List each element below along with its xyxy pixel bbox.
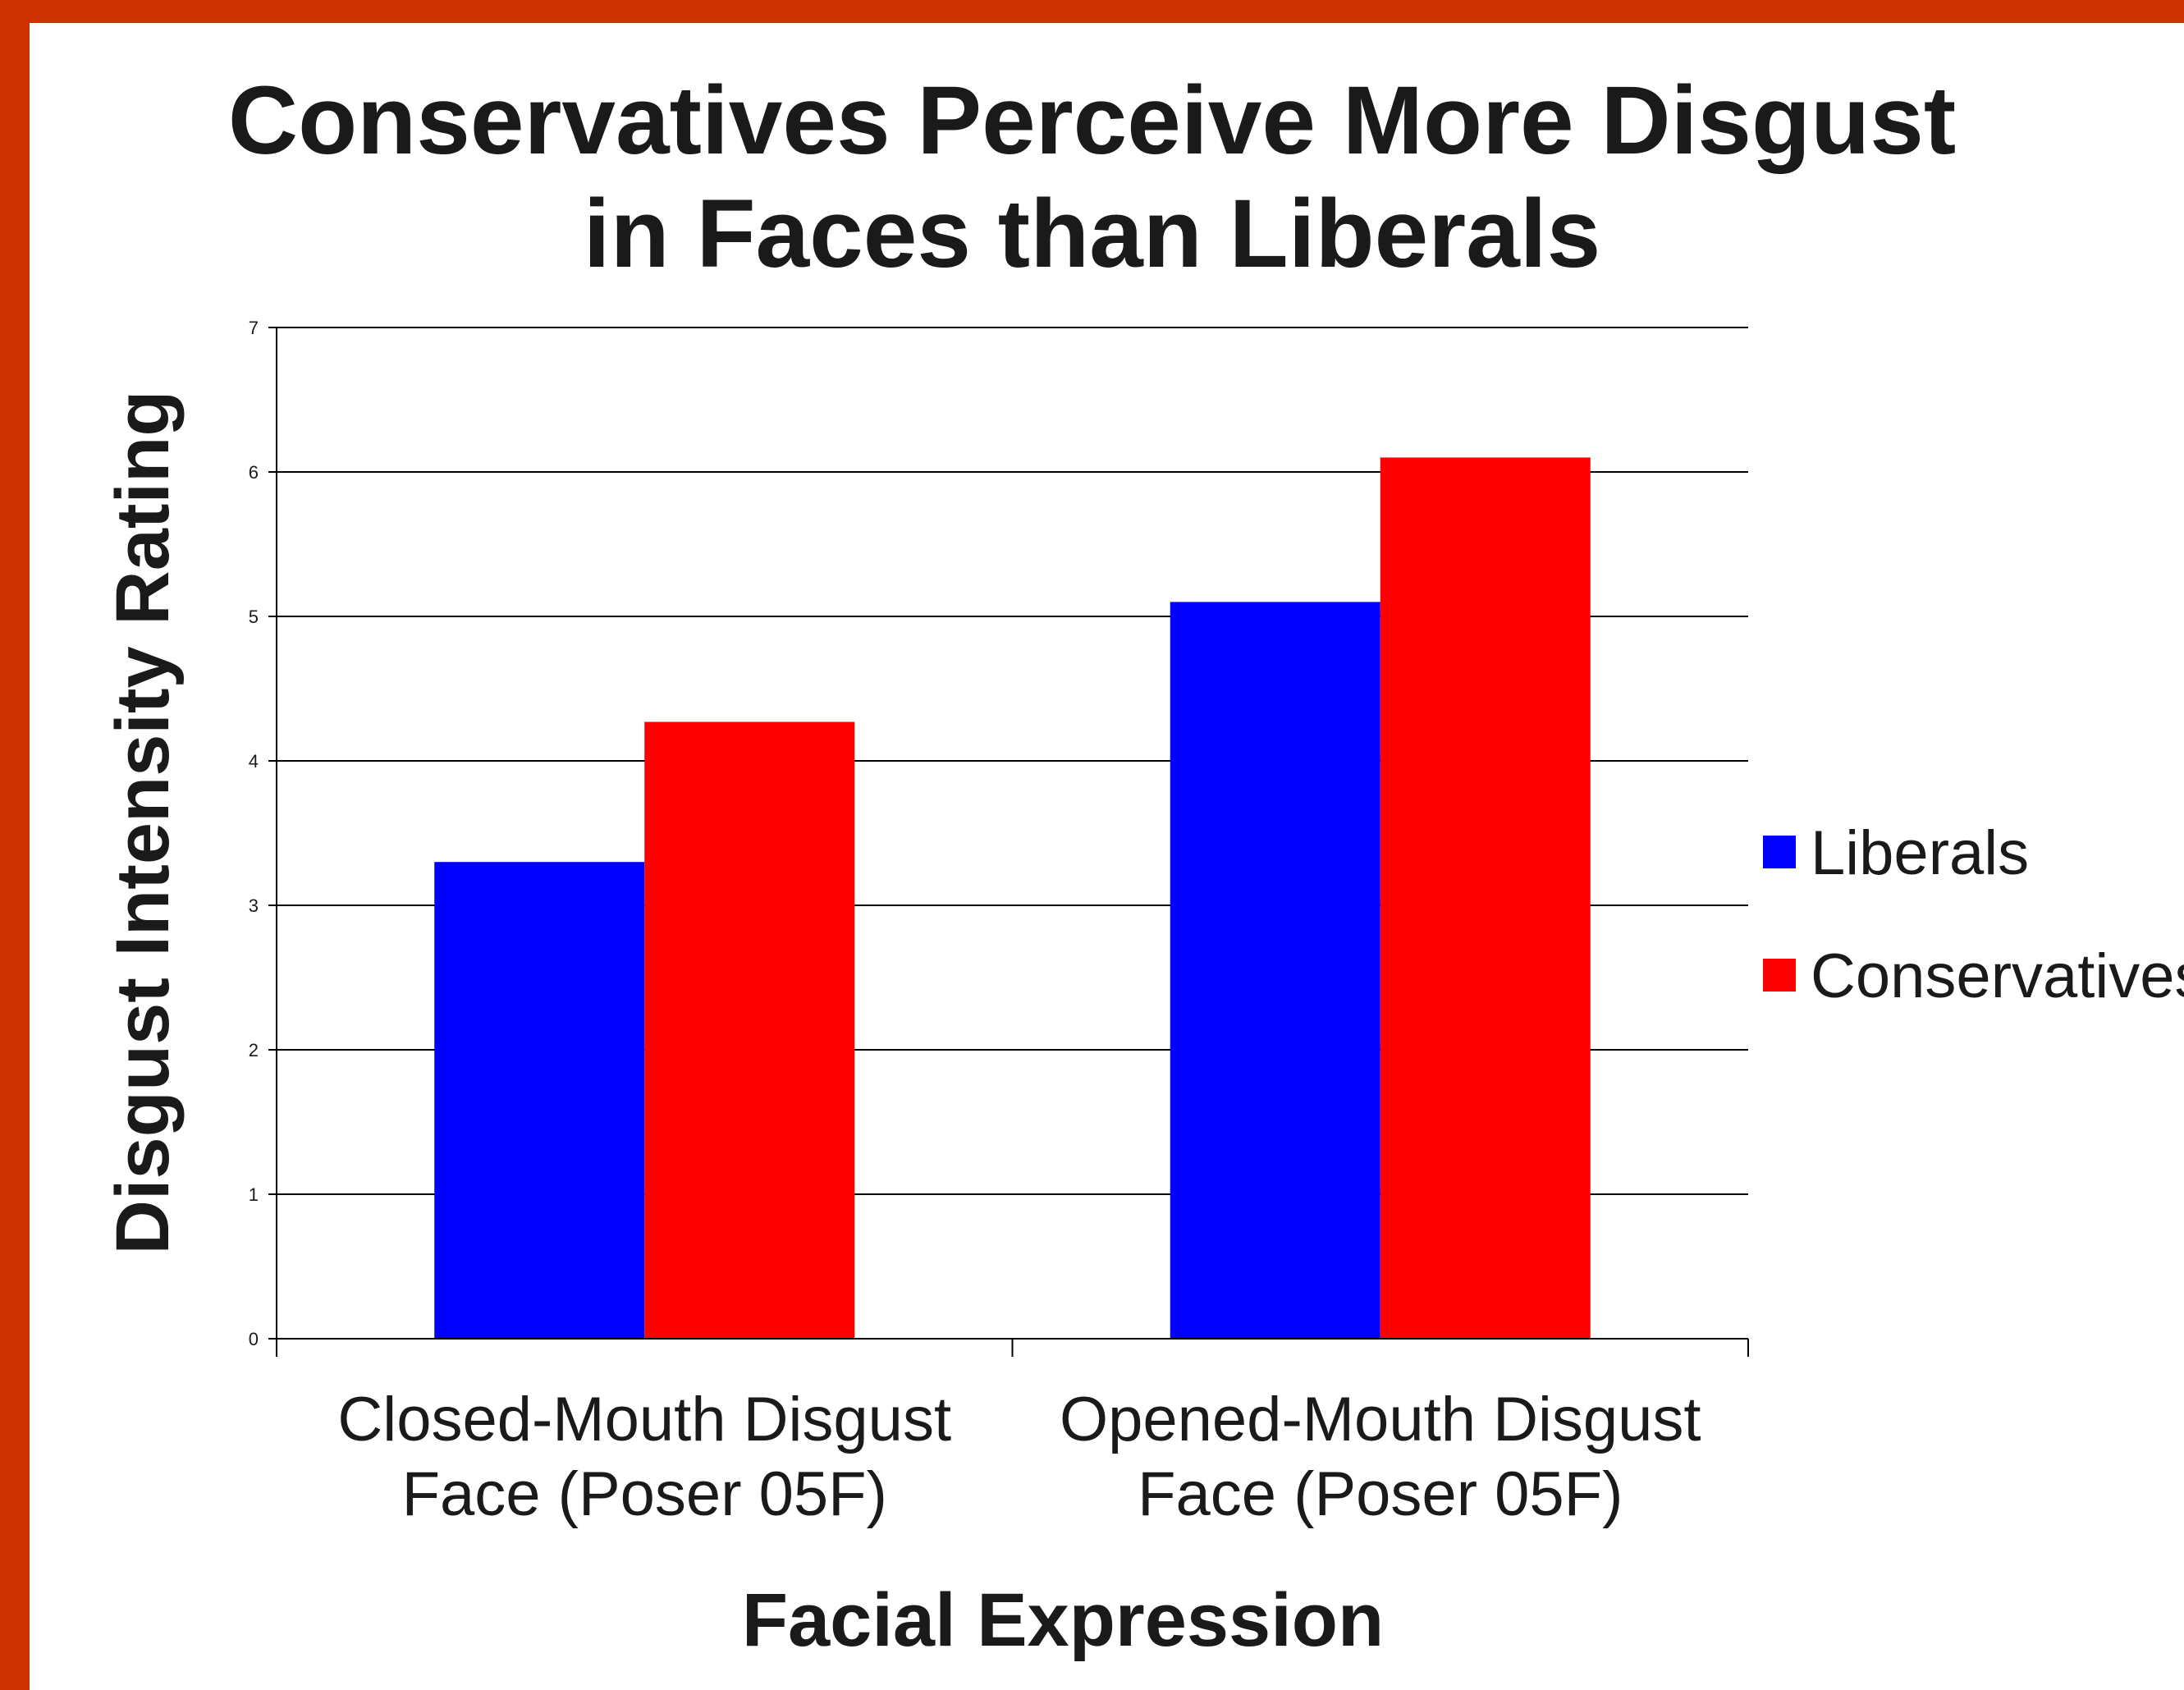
y-tick-label: 0 [249,1329,259,1349]
y-tick-label: 3 [249,895,259,916]
x-category-label: Face (Poser 05F) [1138,1459,1623,1529]
x-category-label: Opened-Mouth Disgust [1060,1385,1701,1454]
axes [276,327,1749,1357]
slide-frame [30,23,2184,1690]
chart-title: Conservatives Perceive More Disgust in F… [0,64,2184,291]
legend-swatch-liberals [1763,836,1796,868]
bars [434,457,1591,1339]
bar-liberals-1 [434,862,645,1339]
y-tick-label: 2 [249,1040,259,1060]
x-axis-title: Facial Expression [742,1578,1384,1662]
bar-liberals-2 [1170,602,1380,1339]
x-category-label: Closed-Mouth Disgust [337,1385,951,1454]
legend-label-conservatives: Conservatives [1811,941,2184,1011]
y-tick-label: 7 [249,318,259,338]
bar-conservatives-2 [1380,457,1591,1339]
y-tick-label: 4 [249,751,259,772]
y-axis-title: Disgust Intensity Rating [101,391,185,1255]
y-tick-label: 5 [249,607,259,627]
chart-title-line-1: Conservatives Perceive More Disgust [227,66,1957,175]
chart-title-line-2: in Faces than Liberals [583,180,1601,288]
y-tick-labels: 0 1 2 3 4 5 6 7 [249,318,259,1349]
x-category-label: Face (Poser 05F) [402,1459,887,1529]
bar-conservatives-1 [644,721,855,1339]
legend: Liberals Conservatives [1763,818,2184,1011]
y-tick-label: 6 [249,462,259,483]
legend-swatch-conservatives [1763,959,1796,992]
legend-label-liberals: Liberals [1811,818,2029,888]
y-tick-label: 1 [249,1184,259,1205]
